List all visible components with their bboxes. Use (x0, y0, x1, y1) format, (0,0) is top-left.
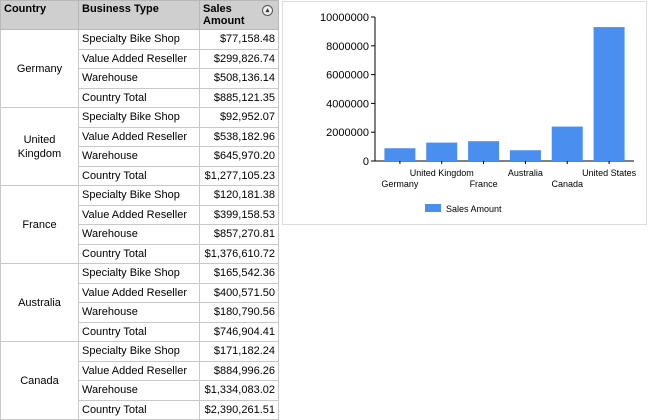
business-type-cell: Value Added Reseller (78, 204, 200, 225)
y-tick-label: 8000000 (326, 41, 369, 53)
business-type-cell: Warehouse (78, 380, 200, 401)
table-row: Canada Specialty Bike Shop $171,182.24 (0, 341, 279, 420)
country-total-amount: $1,376,610.72 (199, 243, 279, 264)
sales-chart: 0 2000000 4000000 6000000 8000000 10000000 Ger… (282, 1, 647, 225)
x-tick-label: France (470, 179, 498, 189)
sales-amount-cell: $400,571.50 (199, 282, 279, 303)
table-row: Warehouse $645,970.20 (1, 146, 279, 167)
sales-amount-cell: $171,182.24 (199, 341, 279, 362)
table-row: France Specialty Bike Shop $120,181.38 (0, 185, 279, 264)
x-tick-label: United Kingdom (410, 168, 474, 178)
sales-amount-cell: $508,136.14 (199, 68, 279, 89)
country-cell: France (0, 185, 79, 264)
sales-amount-cell: $1,334,083.02 (199, 380, 279, 401)
country-total-label: Country Total (78, 87, 200, 108)
country-total-amount: $1,277,105.23 (199, 165, 279, 186)
business-type-cell: Specialty Bike Shop (78, 185, 200, 206)
country-total-amount: $746,904.41 (199, 321, 279, 342)
business-type-cell: Warehouse (78, 68, 200, 89)
x-tick-label: Australia (508, 168, 543, 178)
country-cell: Australia (0, 263, 79, 342)
sales-amount-cell: $538,182.96 (199, 126, 279, 147)
business-type-cell: Value Added Reseller (78, 48, 200, 69)
country-cell: United Kingdom (0, 107, 79, 186)
business-type-cell: Specialty Bike Shop (78, 107, 200, 128)
sales-report-table: Country Business Type Sales Amount ▴ Ger… (0, 0, 279, 420)
legend-swatch (425, 204, 441, 212)
table-row: Value Added Reseller $399,158.53 (1, 204, 279, 225)
sales-amount-cell: $299,826.74 (199, 48, 279, 69)
country-total-amount: $885,121.35 (199, 87, 279, 108)
business-type-cell: Value Added Reseller (78, 126, 200, 147)
sales-amount-cell: $165,542.36 (199, 263, 279, 284)
country-cell: Canada (0, 341, 79, 420)
sales-amount-cell: $399,158.53 (199, 204, 279, 225)
table-row: Warehouse $857,270.81 (1, 224, 279, 245)
sales-amount-cell: $857,270.81 (199, 224, 279, 245)
y-tick-label: 6000000 (326, 70, 369, 82)
x-tick-label: United States (582, 168, 637, 178)
business-type-cell: Warehouse (78, 302, 200, 323)
business-type-cell: Warehouse (78, 146, 200, 167)
y-tick-label: 4000000 (326, 98, 369, 110)
table-body: Germany Specialty Bike Shop $77,158.48 Valu… (0, 29, 279, 420)
y-tick-label: 10000000 (320, 12, 369, 24)
business-type-cell: Value Added Reseller (78, 282, 200, 303)
table-row: Germany Specialty Bike Shop $77,158.48 (0, 29, 279, 108)
table-row: Warehouse $180,790.56 (1, 302, 279, 323)
legend-label: Sales Amount (446, 204, 502, 214)
business-type-cell: Specialty Bike Shop (78, 29, 200, 50)
sales-amount-cell: $120,181.38 (199, 185, 279, 206)
x-tick-label: Canada (551, 179, 583, 189)
y-tick-label: 2000000 (326, 127, 369, 139)
country-total-label: Country Total (78, 243, 200, 264)
country-total-label: Country Total (78, 165, 200, 186)
business-type-cell: Specialty Bike Shop (78, 341, 200, 362)
country-total-label: Country Total (78, 321, 200, 342)
sales-amount-cell: $92,952.07 (199, 107, 279, 128)
sort-toggle-icon[interactable]: ▴ (262, 5, 273, 16)
sales-chart-svg: 0 2000000 4000000 6000000 8000000 10000000 Ger… (320, 12, 637, 214)
sales-amount-header-label: Sales Amount (203, 3, 245, 27)
country-column-header: Country (0, 0, 79, 30)
business-type-cell: Specialty Bike Shop (78, 263, 200, 284)
table-header-row: Country Business Type Sales Amount ▴ (0, 0, 279, 30)
sales-amount-column-header[interactable]: Sales Amount ▴ (199, 0, 279, 30)
bar-germany (384, 148, 416, 161)
table-row: Country Total $1,277,105.23 (1, 165, 279, 186)
bar-france (468, 141, 500, 161)
business-type-cell: Warehouse (78, 224, 200, 245)
business-type-cell: Value Added Reseller (78, 360, 200, 381)
country-total-label: Country Total (78, 399, 200, 420)
sales-amount-cell: $180,790.56 (199, 302, 279, 323)
y-tick-label: 0 (363, 156, 369, 168)
table-row: Country Total $1,376,610.72 (1, 243, 279, 264)
country-total-amount: $2,390,261.51 (199, 399, 279, 420)
table-row: Value Added Reseller $400,571.50 (1, 282, 279, 303)
table-row: Australia Specialty Bike Shop $165,542.36 (0, 263, 279, 342)
country-cell: Germany (0, 29, 79, 108)
table-row: Value Added Reseller $884,996.26 (1, 360, 279, 381)
bar-australia (509, 150, 541, 161)
business-type-column-header: Business Type (78, 0, 200, 30)
table-row: Country Total $885,121.35 (1, 87, 279, 108)
table-row: Country Total $746,904.41 (1, 321, 279, 342)
sales-amount-cell: $645,970.20 (199, 146, 279, 167)
sales-amount-cell: $77,158.48 (199, 29, 279, 50)
bar-united-kingdom (426, 142, 458, 161)
bar-canada (551, 126, 583, 161)
table-row: Warehouse $1,334,083.02 (1, 380, 279, 401)
sales-amount-cell: $884,996.26 (199, 360, 279, 381)
x-tick-label: Germany (381, 179, 419, 189)
table-row: United Kingdom Specialty Bike Shop $92,952… (0, 107, 279, 186)
bar-united-states (593, 27, 625, 161)
